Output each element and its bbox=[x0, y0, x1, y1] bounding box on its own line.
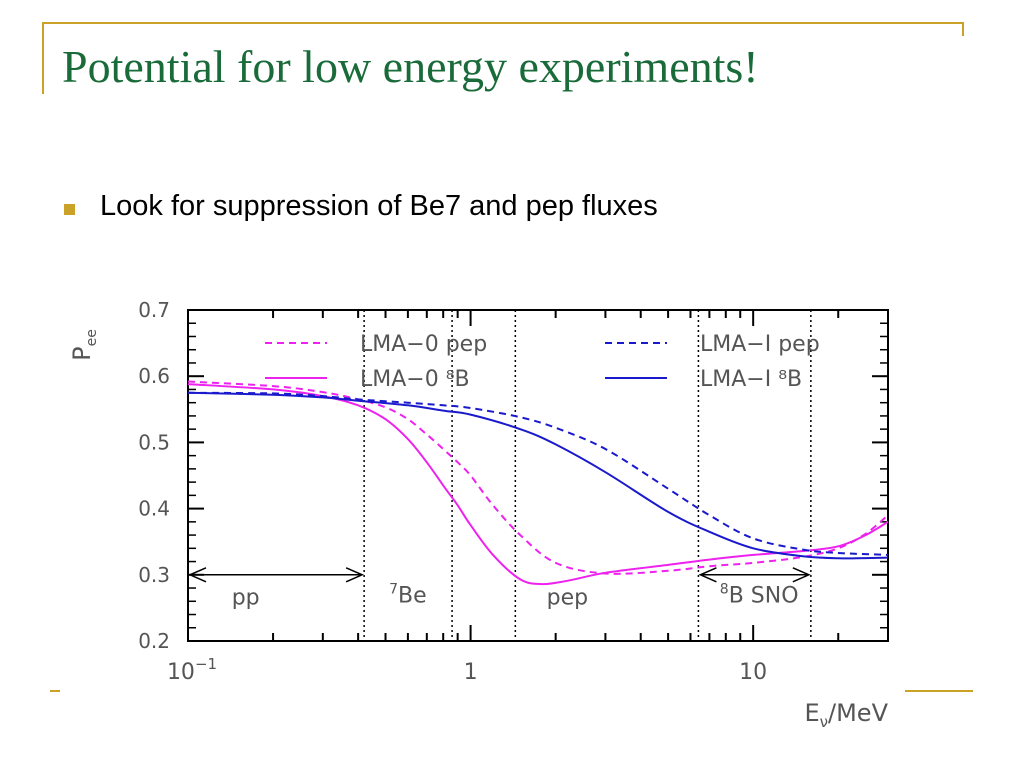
footer-rule-left bbox=[50, 690, 60, 692]
series-lma0-pep-line bbox=[187, 380, 889, 575]
series-lmai-8b-line bbox=[187, 391, 889, 560]
legend-label: LMA−0 ⁸B bbox=[360, 367, 470, 392]
range-arrowhead-left bbox=[188, 567, 207, 583]
pee-energy-chart: 0.2 0.3 0.4 0.5 0.6 0.7 10−1 1 10 Pee Eν/MeV LMA−0 … bbox=[68, 298, 889, 730]
bullet-marker bbox=[64, 204, 75, 215]
y-tick-label: 0.2 bbox=[138, 629, 170, 653]
x-tick-label: 10 bbox=[739, 660, 767, 685]
range-arrowhead-right bbox=[345, 567, 364, 583]
slide-frame-left-rule bbox=[42, 22, 44, 94]
y-tick-label: 0.7 bbox=[138, 298, 170, 322]
legend-label: LMA−I ⁸B bbox=[700, 367, 802, 392]
y-tick-label: 0.4 bbox=[138, 497, 170, 521]
y-tick-label: 0.3 bbox=[138, 563, 170, 587]
region-label: 8B SNO bbox=[720, 582, 799, 609]
y-tick-label: 0.5 bbox=[138, 430, 170, 454]
region-label: pep bbox=[547, 586, 588, 611]
bullet-text: Look for suppression of Be7 and pep flux… bbox=[100, 190, 658, 222]
slide-title: Potential for low energy experiments! bbox=[62, 41, 759, 92]
slide-frame-top-rule bbox=[42, 22, 964, 24]
slide-frame-right-rule bbox=[962, 22, 964, 36]
legend-label: LMA−I pep bbox=[700, 332, 820, 357]
footer-rule-right bbox=[905, 690, 973, 692]
plot-frame bbox=[187, 309, 889, 642]
region-label: pp bbox=[232, 586, 260, 611]
range-arrowhead-right bbox=[792, 567, 811, 583]
range-arrowhead-left bbox=[698, 567, 717, 583]
x-tick-label: 1 bbox=[464, 660, 478, 685]
series-lmai-pep-line bbox=[187, 391, 889, 556]
x-tick-label: 10−1 bbox=[167, 655, 217, 685]
region-label: 7Be bbox=[389, 582, 427, 609]
y-axis-label: Pee bbox=[68, 329, 100, 361]
legend-label: LMA−0 pep bbox=[360, 332, 487, 357]
y-tick-label: 0.6 bbox=[138, 364, 170, 388]
x-axis-label: Eν/MeV bbox=[804, 699, 888, 730]
